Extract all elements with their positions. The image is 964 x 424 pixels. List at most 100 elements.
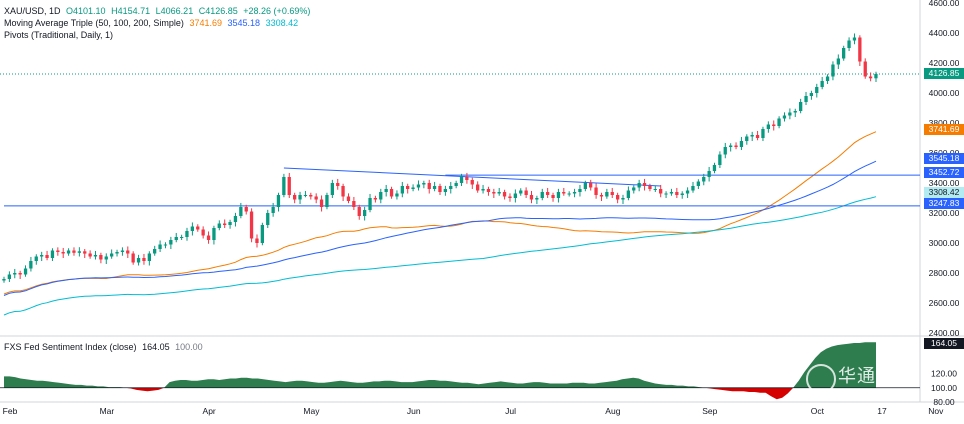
price-tick-label: 4000.00 [929, 88, 960, 98]
candle-body [23, 268, 28, 275]
candle-body [858, 37, 862, 62]
candle-body [422, 183, 426, 185]
candle-body [260, 225, 264, 243]
candle-body [131, 253, 135, 263]
candle-body [212, 228, 216, 240]
candle-body [293, 195, 297, 200]
candle-body [556, 192, 561, 198]
candle-body [406, 186, 410, 189]
candle-body [718, 154, 722, 165]
level2-price-tag: 3247.83 [924, 198, 964, 209]
candle-body [804, 96, 808, 102]
symbol-legend[interactable]: XAU/USD, 1D O4101.10 H4154.71 L4066.21 C… [4, 6, 313, 16]
change-value: +28.26 (+0.69%) [243, 6, 311, 16]
candle-body [276, 195, 281, 207]
candle-body [239, 207, 243, 216]
high-value: H4154.71 [111, 6, 151, 16]
candle-body [18, 273, 22, 275]
candle-body [346, 196, 351, 201]
time-axis[interactable]: Feb Mar Apr May Jun Jul Aug Sep Oct 17 Nov [3, 406, 944, 416]
ma50-value: 3741.69 [189, 18, 222, 28]
candle-body [29, 261, 33, 269]
level1-price-tag: 3452.72 [924, 167, 964, 178]
price-tick-label: 3000.00 [929, 238, 960, 248]
sentiment-negative-area [4, 387, 876, 400]
ma100-line [3, 160, 877, 296]
candle-body [303, 195, 308, 196]
price-tick-label: 3200.00 [929, 208, 960, 218]
price-tick-label: 3400.00 [929, 178, 960, 188]
candle-body [502, 192, 507, 197]
candle-body [497, 192, 501, 194]
candle-body [336, 183, 340, 186]
candle-body [513, 193, 517, 198]
candle-body [88, 253, 92, 257]
close-value: C4126.85 [198, 6, 238, 16]
price-tick-label: 4400.00 [929, 28, 960, 38]
candle-body [842, 48, 846, 59]
grid-lines [0, 0, 964, 403]
candle-body [244, 207, 248, 212]
open-value: O4101.10 [66, 6, 106, 16]
candle-body [868, 76, 873, 79]
candle-body [233, 216, 238, 222]
candle-body [831, 64, 835, 77]
candle-body [685, 190, 690, 194]
time-tick-label: Aug [605, 406, 620, 416]
candle-body [341, 186, 345, 197]
candle-body [680, 193, 684, 195]
candle-body [190, 226, 194, 231]
indicator-tick-label: 120.00 [931, 369, 957, 379]
candle-body [809, 93, 813, 96]
indicator-tick-label: 100.00 [931, 383, 957, 393]
candle-body [72, 250, 76, 253]
time-tick-label: Mar [100, 406, 115, 416]
candle-body [357, 207, 361, 216]
candle-body [729, 145, 733, 147]
candle-body [825, 76, 830, 81]
ma50-price-tag: 3741.69 [924, 124, 964, 135]
time-tick-label: Oct [811, 406, 825, 416]
candle-body [282, 177, 286, 195]
candle-body [546, 192, 550, 195]
candle-body [836, 58, 840, 65]
candle-body [459, 177, 464, 183]
candle-body [153, 249, 157, 254]
candle-body [368, 198, 372, 210]
candle-body [120, 250, 125, 252]
candle-body [739, 141, 744, 147]
ma-legend[interactable]: Moving Average Triple (50, 100, 200, Sim… [4, 18, 301, 28]
candle-body [196, 226, 200, 230]
candle-body [206, 235, 211, 240]
candle-body [271, 207, 275, 213]
candle-body [675, 192, 679, 195]
moving-average-lines [3, 131, 877, 316]
candle-body [201, 229, 205, 236]
candle-body [799, 102, 803, 111]
candle-body [648, 186, 652, 189]
candle-body [83, 251, 87, 254]
low-value: L4066.21 [155, 6, 194, 16]
candle-body [616, 195, 620, 200]
price-tick-label: 2600.00 [929, 298, 960, 308]
time-tick-label: 17 [877, 406, 887, 416]
symbol-label: XAU/USD, 1D [4, 6, 61, 16]
candle-body [2, 279, 6, 281]
candle-body [185, 231, 189, 237]
indicator-legend[interactable]: FXS Fed Sentiment Index (close) 164.05 1… [4, 342, 206, 352]
time-tick-label: Jul [505, 406, 516, 416]
candle-body [287, 177, 291, 195]
candle-body [723, 147, 727, 155]
pivots-legend[interactable]: Pivots (Traditional, Daily, 1) [4, 30, 116, 40]
candle-body [874, 74, 878, 79]
price-axis[interactable]: 2400.00 2600.00 2800.00 3000.00 3200.00 3400.… [929, 0, 960, 407]
candle-body [777, 118, 781, 126]
candle-body [470, 180, 474, 185]
candle-body [443, 189, 447, 192]
candle-body [432, 186, 437, 189]
candle-body [454, 183, 458, 186]
indicator-title: FXS Fed Sentiment Index (close) [4, 342, 137, 352]
candle-body [481, 189, 485, 191]
price-tick-label: 2800.00 [929, 268, 960, 278]
